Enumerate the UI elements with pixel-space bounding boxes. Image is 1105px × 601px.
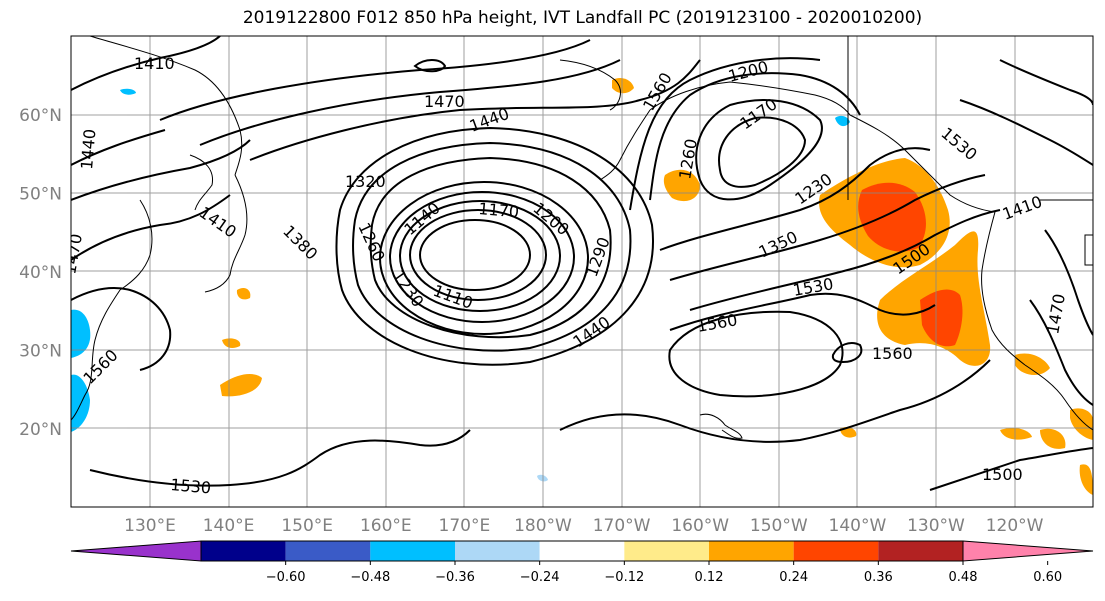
contour-label: 1320 — [345, 172, 386, 191]
ivt-shading — [71, 77, 1093, 495]
lon-label: 130°W — [907, 516, 965, 536]
contour-label: 1410 — [196, 203, 240, 242]
lat-label: 50°N — [19, 185, 62, 205]
colorbar-tick-label: −0.36 — [435, 570, 475, 585]
map-frame — [70, 35, 1094, 508]
contour-label: 1170 — [478, 199, 520, 221]
colorbar-ticks: −0.60 −0.48 −0.36 −0.24 −0.12 0.12 0.24 0.36 0.4… — [266, 561, 1062, 585]
contour-label: 1560 — [639, 69, 676, 114]
lon-label: 180°W — [514, 516, 572, 536]
contour-label: 1470 — [1043, 292, 1069, 335]
contour-label: 1200 — [726, 57, 770, 86]
colorbar-segment — [370, 541, 455, 561]
contour-label: 1440 — [569, 312, 613, 351]
lon-label: 130°E — [124, 516, 176, 536]
lon-label: 150°E — [281, 516, 333, 536]
contour-label: 1380 — [279, 221, 321, 263]
contour-label: 1260 — [675, 137, 701, 180]
contour-label: 1530 — [170, 475, 212, 497]
height-contours — [71, 36, 1093, 491]
colorbar-tick-label: −0.24 — [520, 570, 560, 585]
contour-label: 1530 — [937, 124, 980, 165]
colorbar-segment — [709, 541, 794, 561]
contour-label: 1410 — [134, 54, 175, 73]
coastlines — [71, 36, 1093, 439]
colorbar-tick-label: 0.48 — [949, 570, 978, 585]
longitude-labels: 130°E 140°E 150°E 160°E 170°E 180°W 170°W 160°W… — [124, 516, 1044, 536]
map-area: 1410 1470 1440 1440 1320 1410 1380 1260 … — [60, 36, 1093, 507]
lon-label: 140°E — [203, 516, 255, 536]
contour-label: 1530 — [791, 274, 834, 300]
colorbar-tick-label: −0.12 — [604, 570, 644, 585]
lat-label: 60°N — [19, 106, 62, 126]
contour-label: 1200 — [529, 199, 572, 240]
colorbar — [70, 540, 1094, 562]
contour-label: 1230 — [389, 266, 428, 310]
lat-label: 30°N — [19, 342, 62, 362]
colorbar-tick-label: −0.48 — [350, 570, 390, 585]
colorbar-outline — [200, 540, 964, 562]
lon-label: 170°E — [439, 516, 491, 536]
colorbar-tick-label: 0.36 — [864, 570, 893, 585]
colorbar-extend-high — [962, 540, 1094, 562]
contour-label: 1410 — [1000, 192, 1045, 224]
lat-label: 40°N — [19, 263, 62, 283]
colorbar-segment — [455, 541, 540, 561]
contour-label: 1560 — [79, 346, 121, 388]
graticule — [71, 36, 1093, 507]
colorbar-segment — [285, 541, 371, 561]
colorbar-tick-label: −0.60 — [266, 570, 306, 585]
colorbar-tick-label: 0.24 — [779, 570, 808, 585]
lon-label: 160°E — [360, 516, 412, 536]
contour-label: 1440 — [77, 128, 99, 170]
colorbar-segment — [793, 541, 879, 561]
contour-label: 1260 — [354, 220, 388, 265]
colorbar-tick-label: 0.12 — [695, 570, 724, 585]
contour-label: 1470 — [60, 232, 86, 275]
contour-label: 1350 — [756, 227, 801, 261]
colorbar-extend-low — [70, 540, 202, 562]
contour-label: 1560 — [872, 344, 913, 363]
lon-label: 170°W — [593, 516, 651, 536]
colorbar-segment — [878, 541, 963, 561]
contour-label: 1500 — [982, 465, 1023, 484]
lat-label: 20°N — [19, 420, 62, 440]
lon-label: 140°W — [829, 516, 887, 536]
lon-label: 150°W — [750, 516, 808, 536]
colorbar-tick-label: 0.60 — [1033, 570, 1062, 585]
colorbar-segment — [624, 541, 709, 561]
contour-label: 1470 — [424, 92, 465, 111]
lon-label: 160°W — [671, 516, 729, 536]
latitude-labels: 60°N 50°N 40°N 30°N 20°N — [19, 106, 62, 440]
figure-title: 2019122800 F012 850 hPa height, IVT Land… — [242, 8, 923, 28]
colorbar-segment — [539, 541, 625, 561]
lon-label: 120°W — [986, 516, 1044, 536]
colorbar-segment — [201, 541, 286, 561]
contour-label: 1560 — [695, 310, 738, 336]
